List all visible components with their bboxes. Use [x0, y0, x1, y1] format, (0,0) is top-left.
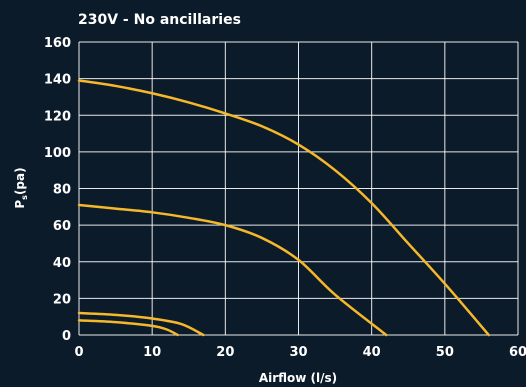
- fan-curve-line-3: [77, 311, 205, 337]
- y-axis-label-unit: (pa): [13, 167, 27, 195]
- chart-title: 230V - No ancillaries: [78, 12, 241, 28]
- x-tick-label: 30: [289, 345, 307, 360]
- y-axis-label: Ps(pa): [13, 167, 29, 208]
- fan-curve-line-4: [77, 319, 180, 337]
- y-axis-label-sub: s: [20, 195, 29, 200]
- y-tick-label: 100: [44, 146, 71, 161]
- y-tick-label: 120: [44, 109, 71, 124]
- x-tick-label: 20: [216, 345, 234, 360]
- x-tick-label: 10: [143, 345, 161, 360]
- y-tick-label: 40: [53, 256, 71, 271]
- x-tick-label: 50: [436, 345, 454, 360]
- fan-curve-line-1: [77, 79, 490, 337]
- y-tick-label: 20: [53, 292, 71, 307]
- series-layer: [77, 79, 490, 337]
- x-axis-label: Airflow (l/s): [259, 371, 337, 385]
- y-axis-label-main: P: [13, 200, 27, 209]
- y-tick-label: 140: [44, 73, 71, 88]
- x-tick-label: 60: [509, 345, 526, 360]
- fan-curve-line-2: [77, 203, 388, 337]
- y-tick-label: 160: [44, 36, 71, 51]
- y-tick-label: 60: [53, 219, 71, 234]
- x-tick-label: 40: [363, 345, 381, 360]
- grid: [78, 41, 519, 336]
- tick-labels: 0 10 20 30 40 50 60 0 20 40 60 80 100 120 140 160: [44, 36, 526, 360]
- y-tick-label: 0: [62, 329, 71, 344]
- y-tick-label: 80: [53, 183, 71, 198]
- x-tick-label: 0: [74, 345, 83, 360]
